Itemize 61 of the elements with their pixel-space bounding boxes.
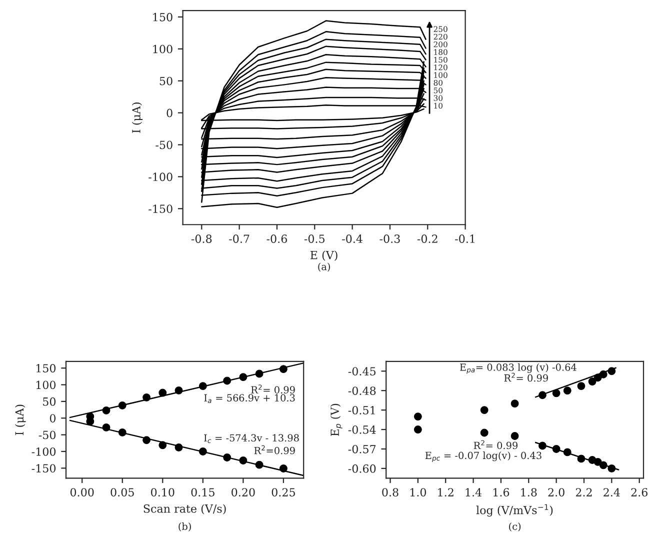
y-tick-label: 0	[50, 414, 56, 422]
annotation: R$^{2}$= 0.99	[251, 384, 295, 394]
x-tick-label: 0.00	[70, 488, 94, 496]
y-axis-title: I (μA)	[132, 102, 143, 133]
x-tick-label: 1.4	[466, 488, 482, 496]
x-axis-title: Scan rate (V/s)	[144, 504, 226, 514]
y-tick-label: -150	[148, 204, 172, 214]
y-tick-label: -0.45	[348, 367, 376, 376]
x-tick-label: 2.0	[548, 488, 564, 496]
x-tick-label: -0.4	[342, 234, 362, 243]
x-axis-title: E (V)	[310, 250, 338, 261]
y-tick-label: 150	[153, 12, 172, 22]
x-tick-label: 1.2	[438, 488, 454, 496]
x-tick-label: 0.8	[382, 488, 398, 496]
y-tick-label: -0.57	[348, 444, 376, 454]
y-tick-label: -0.54	[348, 425, 376, 434]
x-tick-label: -0.2	[417, 234, 438, 243]
y-tick-label: 50	[43, 397, 56, 406]
x-tick-label: 1.8	[521, 488, 537, 496]
x-tick-label: -0.5	[304, 234, 324, 243]
text: (a)	[318, 262, 330, 272]
y-tick-label: -150	[32, 464, 56, 473]
annotation: E$_{pc}$ = -0.07 log(v) - 0.43	[425, 452, 542, 462]
annotation: R$^{2}$= 0.99	[504, 372, 548, 382]
x-tick-label: -0.6	[266, 234, 287, 243]
y-tick-label: -0.60	[348, 464, 376, 473]
x-tick-label: 0.20	[232, 488, 255, 496]
annotation: R$^{2}$=0.99	[254, 445, 295, 454]
y-tick-label: 100	[153, 44, 172, 54]
text: (b)	[178, 522, 191, 532]
x-tick-label: 0.05	[110, 488, 134, 496]
y-tick-label: 100	[36, 380, 56, 390]
y-tick-label: -0.48	[348, 386, 376, 395]
x-tick-label: -0.1	[455, 234, 474, 243]
annotation: R$^{2}$= 0.99	[474, 440, 518, 450]
x-tick-label: 0.10	[151, 488, 174, 496]
y-tick-label: -100	[32, 447, 56, 456]
y-tick-label: -100	[148, 172, 172, 182]
x-axis-title: log (V/mVs$^{−1}$)	[476, 504, 553, 517]
x-tick-label: -0.8	[191, 234, 212, 243]
x-tick-label: 0.15	[191, 488, 214, 496]
x-tick-label: 2.4	[604, 488, 620, 496]
y-tick-label: -0.51	[348, 406, 375, 414]
x-tick-label: 2.6	[631, 488, 648, 496]
annotation: I$_{c}$ = -574.3v - 13.98	[204, 434, 299, 444]
y-tick-label: 50	[160, 76, 172, 86]
y-tick-label: -50	[38, 430, 56, 440]
x-tick-label: 1.6	[493, 488, 510, 496]
annotation: I$_{a}$ = 566.9v + 10.3	[204, 394, 295, 404]
x-tick-label: -0.3	[380, 234, 400, 243]
y-axis-title: E$_{p}$ (V)	[330, 404, 342, 436]
x-tick-label: -0.7	[229, 234, 250, 243]
x-tick-label: 1.0	[410, 488, 426, 496]
text: (c)	[509, 522, 521, 532]
y-tick-label: -50	[156, 140, 172, 150]
x-tick-label: 2.2	[576, 488, 592, 496]
annotation: E$_{pa}$= 0.083 log (v) -0.64	[460, 363, 576, 374]
y-axis-title: I (μA)	[15, 404, 26, 436]
y-tick-label: 0	[166, 108, 172, 118]
x-tick-label: 0.25	[272, 488, 295, 496]
y-tick-label: 150	[36, 364, 56, 372]
